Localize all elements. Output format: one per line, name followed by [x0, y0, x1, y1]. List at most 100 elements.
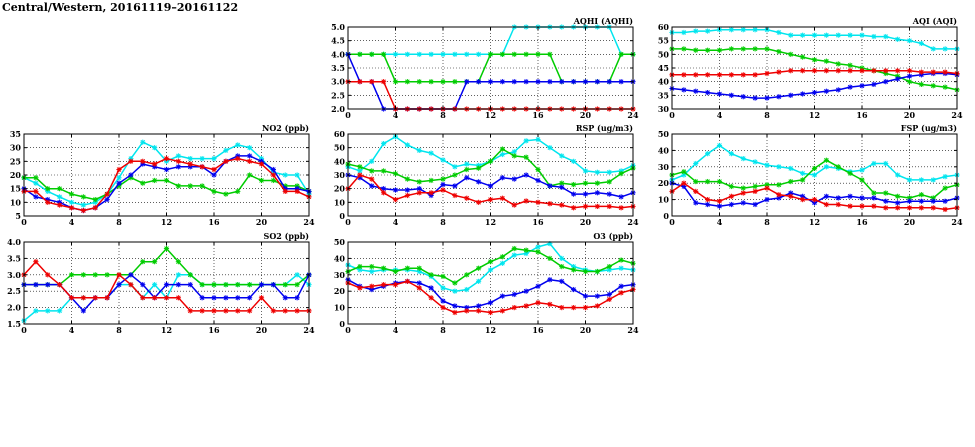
- marker-stroke: [140, 139, 146, 145]
- marker-stroke: [500, 175, 505, 181]
- marker-stroke: [187, 282, 193, 287]
- marker-stroke: [717, 179, 722, 184]
- x-tick-label: 12: [809, 110, 820, 120]
- x-tick-label: 4: [393, 217, 399, 227]
- marker-stroke: [211, 189, 217, 194]
- data-point: [392, 282, 399, 288]
- marker-stroke: [416, 280, 422, 286]
- data-point: [705, 47, 711, 53]
- data-point: [847, 193, 853, 199]
- data-point: [476, 278, 482, 284]
- series-1: [345, 245, 636, 286]
- data-point: [499, 308, 505, 314]
- marker-stroke: [595, 293, 600, 299]
- marker-stroke: [788, 179, 794, 184]
- x-tick-label: 0: [21, 217, 27, 227]
- marker-stroke: [871, 195, 877, 201]
- marker-stroke: [488, 183, 493, 189]
- data-point: [487, 267, 494, 273]
- marker-stroke: [740, 27, 746, 33]
- data-point: [906, 68, 913, 74]
- x-tick-label: 0: [345, 217, 351, 227]
- marker-stroke: [428, 190, 434, 196]
- data-point: [693, 178, 699, 185]
- data-point: [128, 158, 134, 164]
- marker-stroke: [523, 303, 529, 309]
- data-point: [871, 203, 877, 209]
- marker-stroke: [464, 287, 470, 292]
- data-point: [559, 202, 565, 208]
- data-point: [883, 160, 889, 167]
- data-point: [392, 268, 399, 275]
- data-point: [582, 180, 589, 186]
- marker-stroke: [116, 167, 122, 172]
- x-tick-label: 24: [303, 325, 315, 335]
- data-point: [693, 200, 699, 206]
- data-point: [571, 79, 577, 85]
- data-point: [823, 32, 829, 38]
- y-tick-label: 25: [10, 156, 21, 166]
- y-tick-label: 4.5: [331, 36, 345, 46]
- data-point: [883, 79, 889, 85]
- data-point: [187, 156, 193, 162]
- marker-stroke: [57, 282, 62, 287]
- marker-stroke: [440, 79, 446, 84]
- marker-stroke: [859, 68, 865, 74]
- marker-stroke: [764, 46, 770, 52]
- marker-stroke: [452, 310, 458, 315]
- page-title: Central/Western, 20161119–20161122: [2, 1, 238, 14]
- data-point: [404, 79, 410, 85]
- marker-stroke: [871, 68, 877, 74]
- marker-stroke: [152, 178, 157, 183]
- data-point: [705, 72, 711, 78]
- data-point: [930, 83, 936, 89]
- marker-stroke: [176, 153, 181, 159]
- marker-stroke: [859, 32, 865, 38]
- data-point: [357, 285, 363, 291]
- data-point: [404, 265, 410, 271]
- marker-stroke: [571, 159, 576, 164]
- marker-stroke: [357, 52, 363, 57]
- data-point: [381, 168, 387, 174]
- data-point: [511, 79, 517, 85]
- data-point: [381, 140, 387, 147]
- x-tick-label: 8: [764, 217, 770, 227]
- marker-stroke: [440, 52, 446, 57]
- data-point: [547, 183, 553, 189]
- marker-stroke: [500, 293, 505, 299]
- marker-stroke: [752, 72, 758, 78]
- chart-title: FSP (ug/m3): [901, 123, 957, 133]
- data-point: [163, 166, 170, 173]
- data-point: [800, 32, 806, 38]
- marker-stroke: [476, 308, 481, 314]
- data-point: [823, 68, 829, 74]
- data-point: [835, 61, 841, 67]
- marker-stroke: [416, 148, 422, 153]
- data-point: [859, 32, 865, 38]
- data-point: [788, 178, 794, 185]
- y-tick-label: 40: [658, 145, 670, 155]
- marker-stroke: [33, 259, 39, 264]
- marker-stroke: [357, 164, 363, 170]
- data-point: [847, 68, 853, 74]
- marker-stroke: [511, 202, 517, 208]
- marker-stroke: [357, 79, 363, 84]
- data-point: [392, 197, 399, 203]
- marker-stroke: [595, 269, 600, 274]
- marker-stroke: [776, 30, 782, 35]
- data-point: [487, 183, 494, 189]
- marker-stroke: [800, 171, 805, 176]
- series-line: [347, 247, 634, 284]
- data-point: [440, 79, 446, 85]
- marker-stroke: [247, 282, 252, 287]
- marker-stroke: [393, 187, 398, 193]
- data-point: [788, 68, 794, 74]
- marker-stroke: [92, 272, 98, 278]
- marker-stroke: [416, 179, 422, 185]
- marker-stroke: [116, 282, 122, 287]
- series-line: [347, 135, 634, 174]
- data-point: [404, 187, 410, 193]
- data-point: [294, 282, 300, 288]
- marker-stroke: [33, 175, 39, 181]
- data-point: [476, 199, 482, 205]
